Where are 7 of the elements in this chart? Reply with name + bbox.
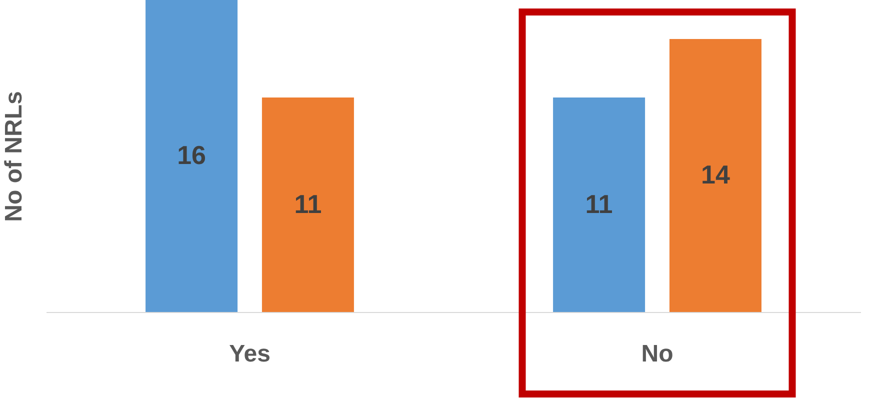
data-label: 16 [177, 140, 206, 170]
y-axis-title: No of NRLs [0, 91, 28, 222]
data-label: 11 [294, 188, 322, 219]
x-tick-label: Yes [229, 340, 270, 368]
x-tick-label: No [641, 340, 674, 368]
data-label: 14 [701, 160, 730, 190]
data-label: 11 [585, 188, 613, 219]
